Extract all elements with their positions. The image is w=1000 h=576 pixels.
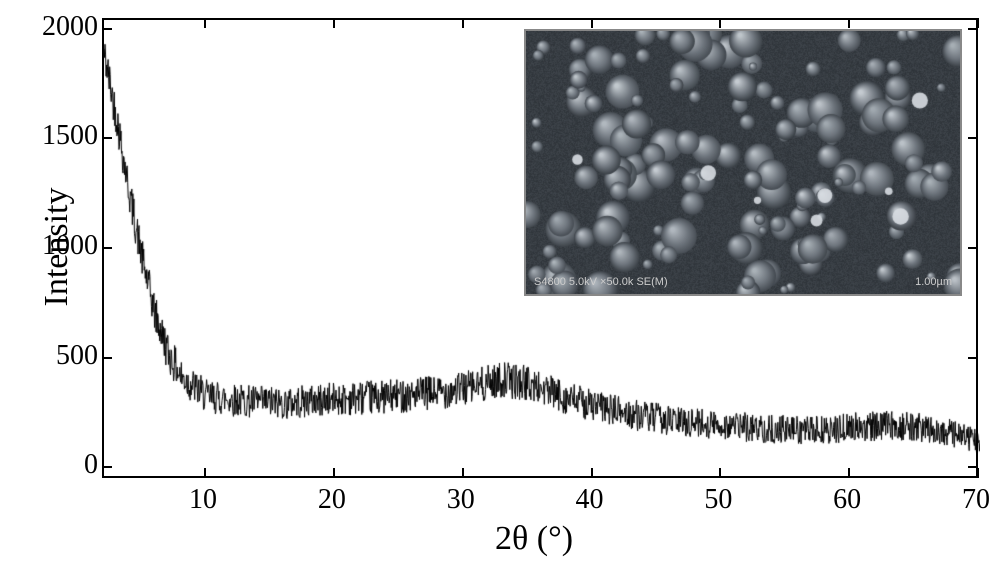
y-tick-label: 1500 [28, 120, 98, 152]
x-tick [462, 468, 464, 478]
x-tick [719, 468, 721, 478]
y-tick [102, 357, 112, 359]
x-tick [977, 18, 979, 28]
y-tick-label: 2000 [28, 11, 98, 43]
x-tick [591, 18, 593, 28]
y-tick-label: 1000 [28, 230, 98, 262]
y-tick [968, 357, 978, 359]
y-tick [102, 247, 112, 249]
x-tick [591, 468, 593, 478]
x-tick-label: 40 [576, 484, 604, 516]
y-tick [968, 28, 978, 30]
y-tick [968, 137, 978, 139]
x-tick [462, 18, 464, 28]
figure-container: S4800 5.0kV ×50.0k SE(M) 1.00µm 2θ (°) I… [0, 0, 1000, 576]
y-tick [968, 466, 978, 468]
x-tick [204, 18, 206, 28]
y-tick-label: 0 [73, 449, 98, 481]
y-tick [968, 247, 978, 249]
y-tick [102, 466, 112, 468]
x-tick-label: 50 [704, 484, 732, 516]
x-tick-label: 60 [833, 484, 861, 516]
plot-area: S4800 5.0kV ×50.0k SE(M) 1.00µm [102, 18, 978, 478]
sem-info-label: S4800 5.0kV ×50.0k SE(M) [534, 276, 668, 288]
x-tick-label: 70 [962, 484, 990, 516]
x-tick-label: 30 [447, 484, 475, 516]
x-tick [848, 18, 850, 28]
x-tick [719, 18, 721, 28]
y-tick [102, 28, 112, 30]
x-tick [333, 468, 335, 478]
x-tick [848, 468, 850, 478]
x-tick-label: 20 [318, 484, 346, 516]
sem-inset-image: S4800 5.0kV ×50.0k SE(M) 1.00µm [524, 29, 962, 296]
y-tick-label: 500 [43, 340, 98, 372]
sem-micrograph-canvas [526, 31, 962, 296]
x-tick [333, 18, 335, 28]
x-tick-label: 10 [189, 484, 217, 516]
sem-scale-label: 1.00µm [915, 276, 952, 288]
x-tick [977, 468, 979, 478]
x-axis-label: 2θ (°) [495, 520, 573, 558]
x-tick [204, 468, 206, 478]
y-tick [102, 137, 112, 139]
